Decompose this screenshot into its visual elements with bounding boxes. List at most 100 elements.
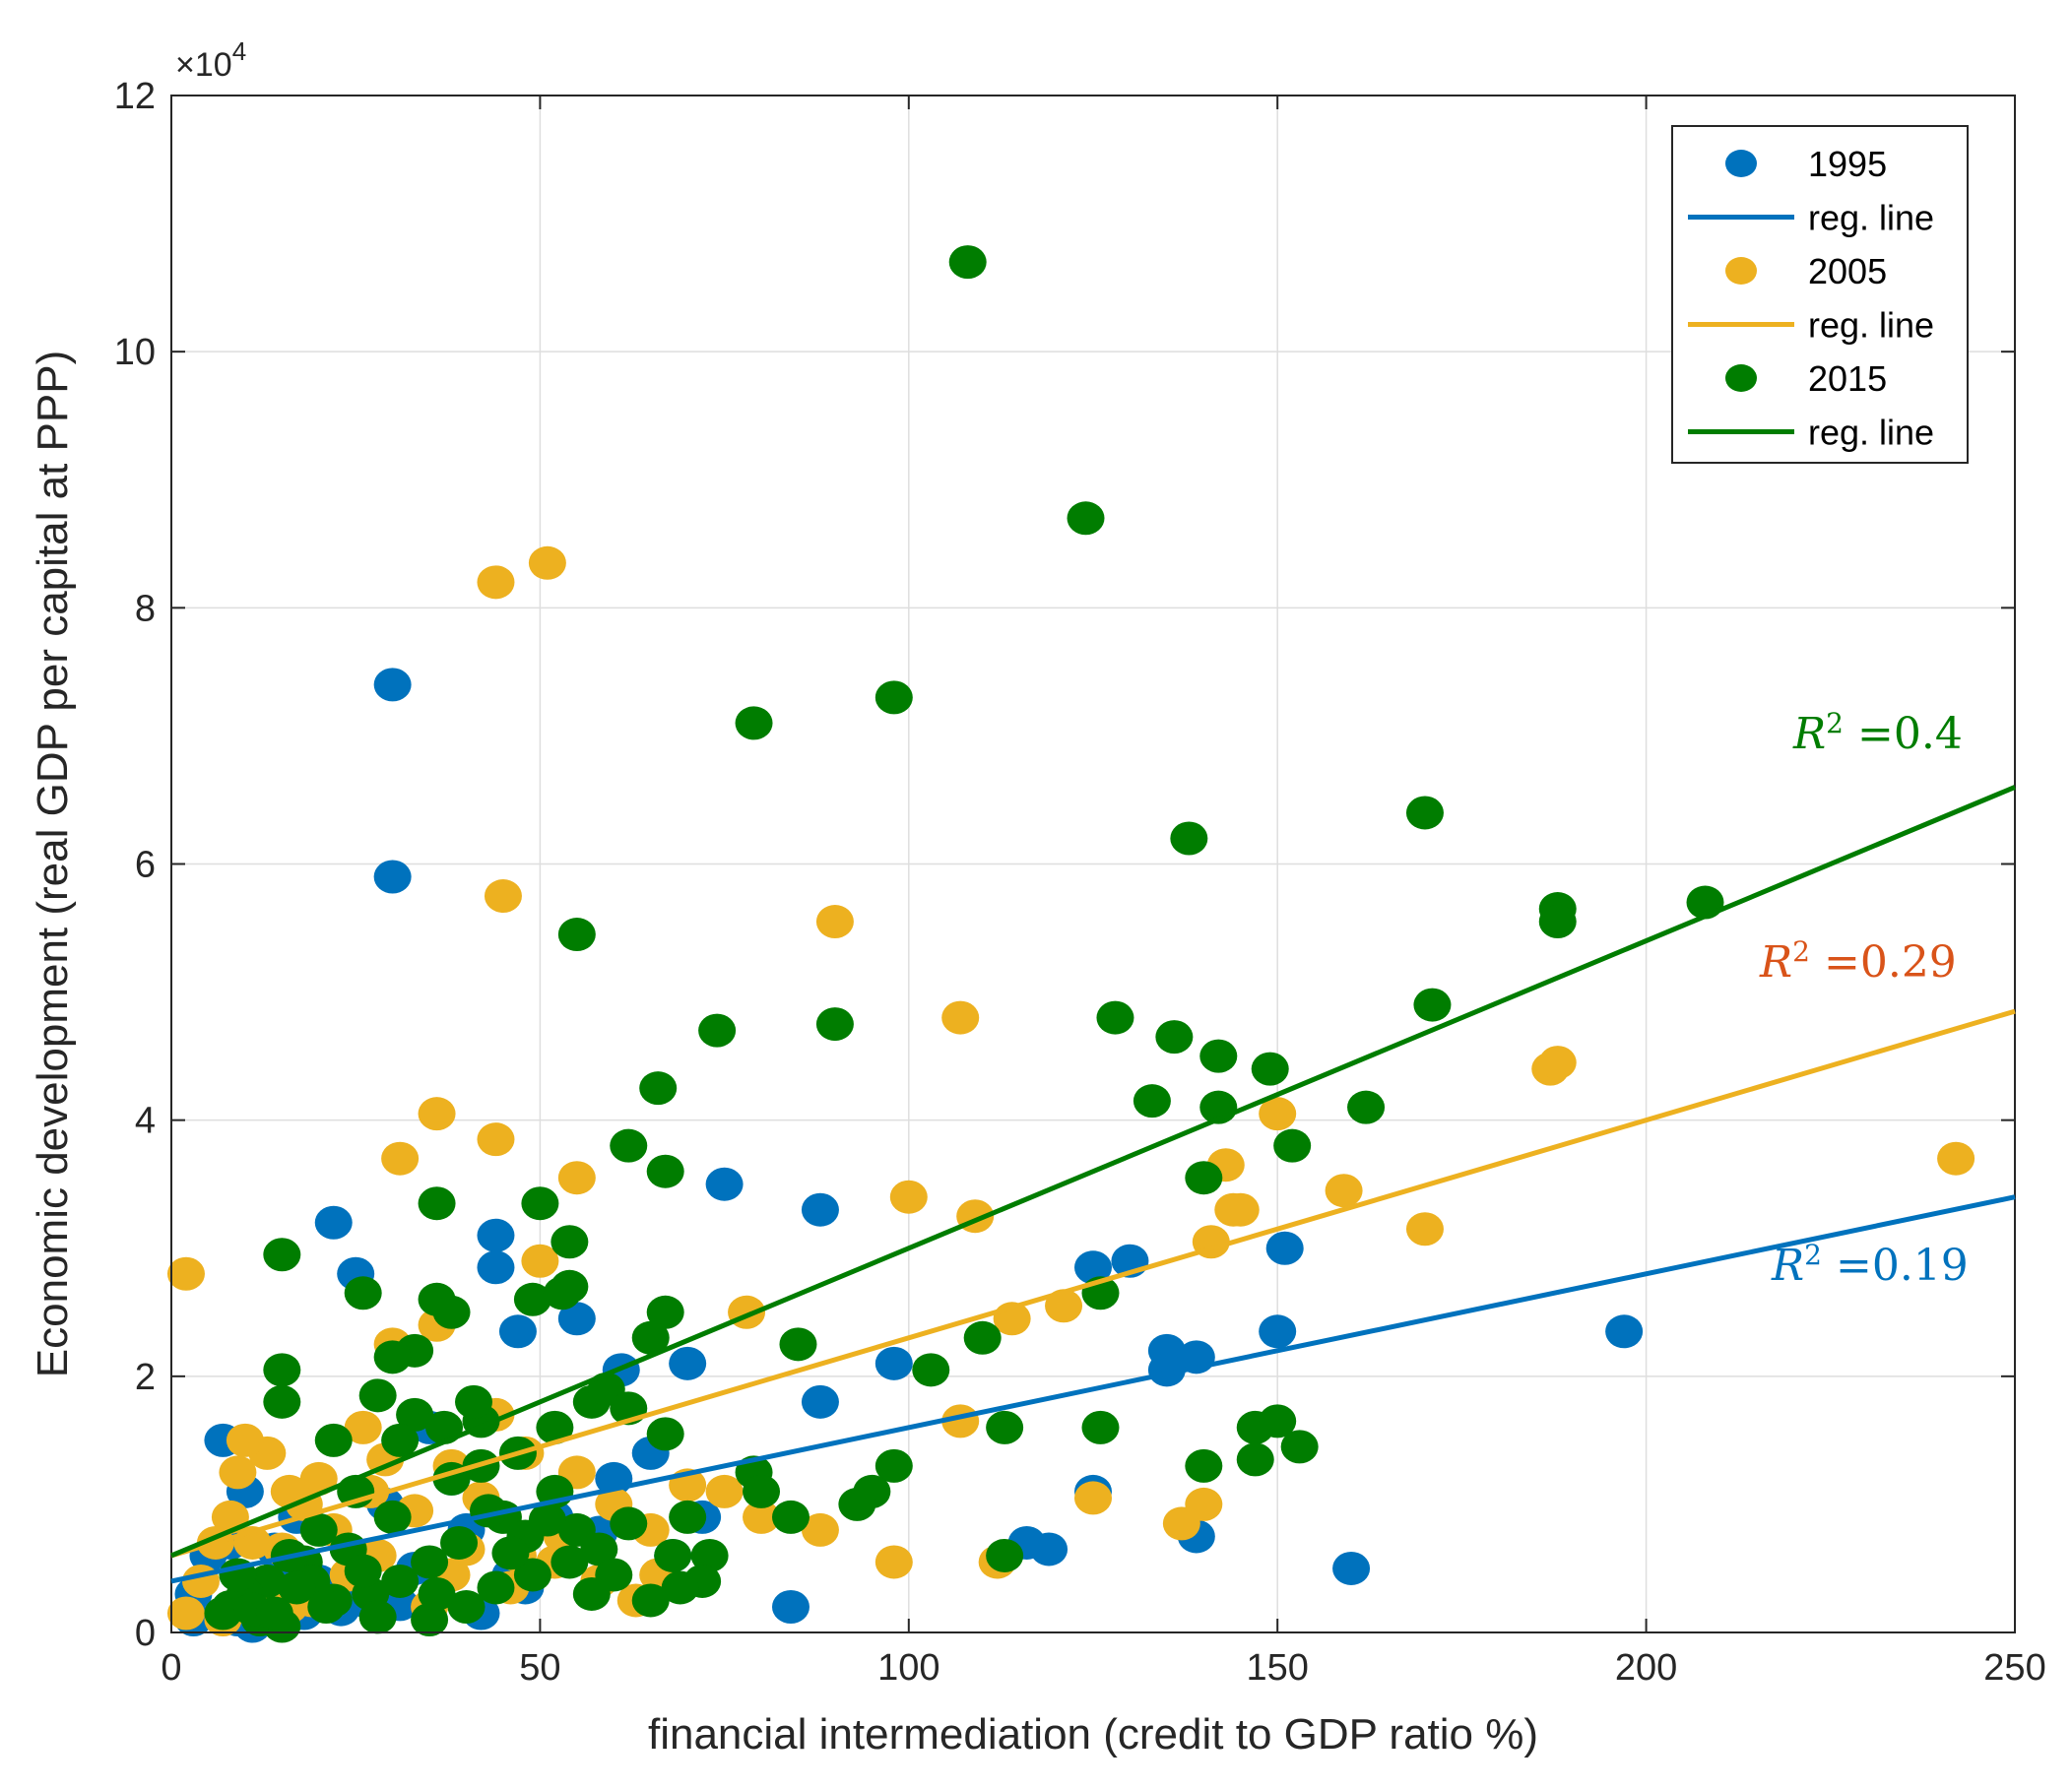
data-point-1995 — [801, 1384, 839, 1419]
data-point-2015 — [631, 1320, 670, 1355]
data-point-2005 — [743, 1500, 781, 1534]
r-squared-label-1995: R2 =0.19 — [1771, 1239, 1969, 1291]
legend-label: reg. line — [1808, 413, 1934, 453]
r-squared-value: =0.29 — [1824, 937, 1957, 988]
y-exponent-base: ×10 — [175, 46, 232, 84]
x-tick-label: 250 — [1983, 1647, 2045, 1689]
data-point-2005 — [1259, 1097, 1297, 1131]
data-point-2005 — [477, 565, 515, 600]
data-point-2015 — [646, 1295, 684, 1329]
data-point-2015 — [646, 1417, 684, 1451]
data-point-2015 — [779, 1327, 817, 1362]
y-tick-label: 10 — [114, 332, 156, 373]
data-point-2015 — [654, 1538, 692, 1572]
data-point-2005 — [166, 1596, 205, 1630]
y-tick-label: 6 — [135, 845, 156, 886]
data-point-2015 — [1236, 1442, 1274, 1477]
data-point-2015 — [838, 1487, 876, 1521]
data-point-2015 — [610, 1506, 648, 1541]
data-point-2005 — [381, 1141, 420, 1176]
data-point-2015 — [358, 1378, 397, 1413]
data-point-2005 — [801, 1512, 839, 1547]
data-point-2015 — [381, 1423, 420, 1457]
data-point-2015 — [874, 680, 913, 715]
data-point-2015 — [986, 1538, 1024, 1572]
data-point-2005 — [181, 1564, 220, 1598]
r-squared-label-2015: R2 =0.4 — [1792, 707, 1963, 759]
data-point-2005 — [1937, 1141, 1975, 1176]
x-axis-label: financial intermediation (credit to GDP … — [648, 1710, 1538, 1758]
data-point-2015 — [373, 1340, 412, 1374]
data-point-2015 — [1185, 1161, 1223, 1195]
data-point-2005 — [874, 1545, 913, 1579]
data-point-2015 — [646, 1154, 684, 1188]
data-point-2015 — [307, 1589, 346, 1624]
data-point-2015 — [373, 1500, 412, 1534]
data-point-2015 — [610, 1128, 648, 1163]
legend-label: 2005 — [1808, 251, 1887, 291]
r-squared-var: R — [1759, 937, 1792, 988]
data-point-2005 — [705, 1474, 744, 1508]
data-point-1995 — [1147, 1353, 1186, 1387]
legend-label: 1995 — [1808, 144, 1887, 184]
data-point-2005 — [1162, 1506, 1200, 1541]
y-axis-exponent: ×104 — [175, 36, 246, 84]
data-point-2015 — [874, 1448, 913, 1483]
r-squared-var: R — [1771, 1241, 1804, 1291]
data-point-2005 — [521, 1244, 559, 1278]
data-point-2005 — [815, 905, 854, 939]
legend-item-2: 2005 — [1725, 251, 1887, 291]
legend: 1995 reg. line 2005 reg. line 2015 reg. line — [1671, 125, 1969, 464]
data-point-1995 — [1074, 1250, 1112, 1285]
data-point-2005 — [1214, 1192, 1253, 1227]
data-point-2015 — [1347, 1090, 1386, 1124]
data-point-2015 — [411, 1545, 449, 1579]
data-point-2015 — [550, 1545, 589, 1579]
data-point-2015 — [948, 245, 987, 280]
data-point-2015 — [396, 1397, 434, 1432]
r-squared-sup: 2 — [1804, 1239, 1822, 1271]
data-point-2015 — [344, 1554, 382, 1588]
data-point-2015 — [447, 1589, 486, 1624]
x-tick-label: 0 — [161, 1647, 181, 1689]
data-point-2015 — [1273, 1128, 1312, 1163]
series-2015-points — [204, 245, 1724, 1643]
y-tick-label: 2 — [135, 1357, 156, 1398]
x-tick-label: 200 — [1615, 1647, 1677, 1689]
data-point-2015 — [1067, 501, 1105, 536]
data-point-2005 — [1045, 1289, 1083, 1323]
data-point-1995 — [1259, 1314, 1297, 1349]
data-point-2015 — [263, 1353, 301, 1387]
data-point-2015 — [1170, 821, 1208, 856]
data-point-2015 — [550, 1225, 589, 1259]
data-point-2015 — [963, 1320, 1002, 1355]
regression-line-1995 — [170, 1194, 2016, 1584]
legend-label: reg. line — [1808, 198, 1934, 238]
legend-item-0: 1995 — [1725, 144, 1887, 184]
x-tick-label: 150 — [1246, 1647, 1308, 1689]
data-point-2015 — [513, 1558, 551, 1592]
regression-line-2005 — [170, 1008, 2016, 1559]
data-point-2015 — [255, 1596, 293, 1630]
data-point-2015 — [418, 1186, 456, 1221]
data-point-2015 — [432, 1295, 471, 1329]
legend-item-3: reg. line — [1688, 305, 1934, 346]
y-exponent-power: 4 — [232, 36, 246, 66]
data-point-2015 — [491, 1536, 530, 1570]
legend-label: 2015 — [1808, 358, 1887, 399]
data-point-2015 — [513, 1282, 551, 1316]
data-point-2015 — [639, 1071, 678, 1106]
x-tick-label: 100 — [877, 1647, 939, 1689]
legend-item-1: reg. line — [1688, 198, 1934, 238]
data-point-2015 — [299, 1512, 338, 1547]
data-point-2015 — [381, 1564, 420, 1598]
y-axis-label: Economic development (real GDP per capit… — [29, 351, 77, 1377]
data-point-2015 — [557, 918, 596, 952]
data-point-1995 — [705, 1167, 744, 1201]
data-point-2015 — [690, 1538, 729, 1572]
data-point-2015 — [631, 1583, 670, 1618]
data-point-2015 — [1251, 1052, 1289, 1086]
data-point-2005 — [219, 1455, 257, 1490]
